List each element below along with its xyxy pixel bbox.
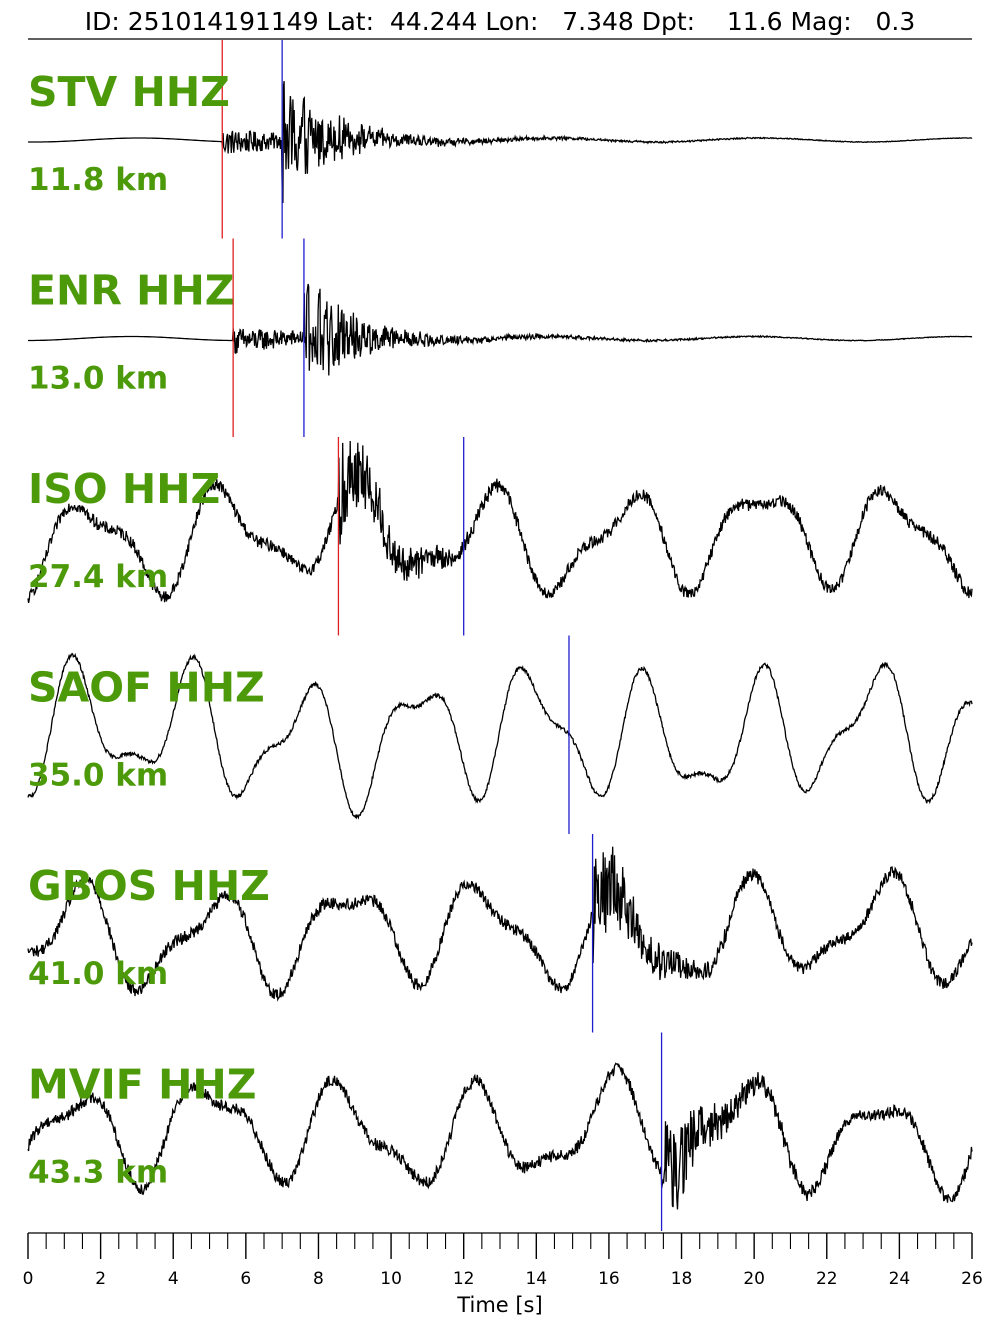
waveform-line [28,283,973,376]
x-tick-label: 12 [453,1269,475,1289]
station-label: SAOF HHZ [28,664,265,712]
trace-panel: ENR HHZ 13.0 km [28,238,973,437]
waveform-line [27,652,973,820]
station-label: MVIF HHZ [28,1061,256,1109]
trace-panel: ISO HHZ 27.4 km [27,437,973,636]
x-tick-label: 20 [743,1269,765,1289]
x-tick-label: 22 [816,1269,838,1289]
distance-label: 35.0 km [28,758,168,794]
time-axis: 0 2 4 6 8 10 12 14 16 18 20 22 24 26 [23,1232,983,1289]
distance-label: 27.4 km [28,559,168,595]
x-axis-label: Time [s] [456,1293,542,1317]
waveform-line [27,1062,973,1210]
x-tick-label: 24 [889,1269,911,1289]
x-tick-label: 4 [168,1269,179,1289]
trace-panel: MVIF HHZ 43.3 km [27,1032,973,1231]
distance-label: 41.0 km [28,956,168,992]
distance-label: 43.3 km [28,1155,168,1191]
x-tick-label: 0 [23,1269,34,1289]
trace-panel: SAOF HHZ 35.0 km [27,635,973,834]
station-label: GBOS HHZ [28,862,270,910]
x-tick-label: 14 [525,1269,547,1289]
x-tick-label: 8 [313,1269,324,1289]
waveform-line [27,846,973,1002]
waveform-line [27,81,973,204]
trace-panel: STV HHZ 11.8 km [27,40,973,239]
traces-group: STV HHZ 11.8 km ENR HHZ 13.0 km ISO HHZ 27.4 … [27,40,973,1231]
distance-label: 11.8 km [28,162,168,198]
station-label: ENR HHZ [28,267,235,315]
station-label: ISO HHZ [28,465,220,513]
station-label: STV HHZ [28,68,230,116]
waveform-line [27,440,973,604]
x-tick-label: 10 [380,1269,402,1289]
x-tick-label: 18 [671,1269,693,1289]
x-tick-label: 16 [598,1269,620,1289]
x-tick-label: 26 [961,1269,983,1289]
event-header: ID: 251014191149 Lat: 44.244 Lon: 7.348 … [85,7,916,36]
x-tick-label: 6 [240,1269,251,1289]
distance-label: 13.0 km [28,361,168,397]
trace-panel: GBOS HHZ 41.0 km [27,834,973,1033]
x-tick-label: 2 [95,1269,106,1289]
